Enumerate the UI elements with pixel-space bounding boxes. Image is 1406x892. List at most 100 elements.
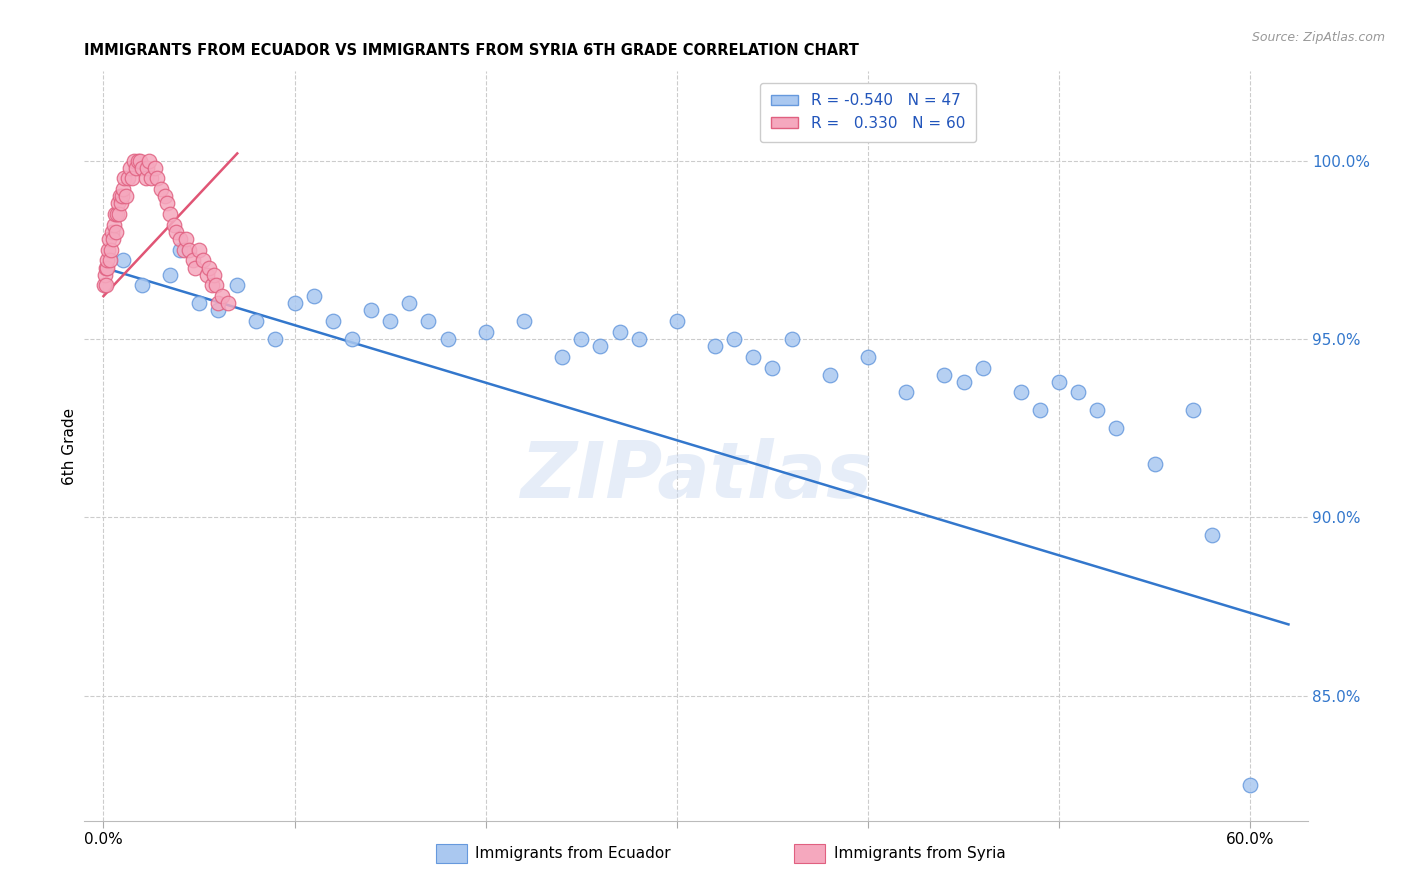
Point [188, 243, 211, 257]
Point [723, 332, 745, 346]
Point [474, 325, 496, 339]
Point [1010, 385, 1032, 400]
Point [122, 153, 145, 168]
Point [115, 189, 138, 203]
Point [165, 225, 187, 239]
Point [264, 332, 287, 346]
Point [105, 207, 128, 221]
Point [972, 360, 994, 375]
Point [159, 207, 181, 221]
Point [513, 314, 536, 328]
Point [226, 278, 249, 293]
Point [159, 268, 181, 282]
Point [101, 232, 124, 246]
Point [245, 314, 267, 328]
Point [195, 268, 218, 282]
Bar [436, 844, 467, 863]
Point [188, 296, 211, 310]
Point [149, 182, 172, 196]
Point [217, 296, 239, 310]
Point [111, 182, 134, 196]
Point [179, 243, 201, 257]
Point [418, 314, 440, 328]
Point [742, 350, 765, 364]
Point [1085, 403, 1108, 417]
Text: Immigrants from Syria: Immigrants from Syria [834, 847, 1005, 861]
Point [104, 225, 127, 239]
Point [163, 218, 186, 232]
Point [1029, 403, 1052, 417]
Point [340, 332, 363, 346]
Point [1105, 421, 1128, 435]
Point [117, 171, 139, 186]
Point [131, 161, 153, 175]
Point [380, 314, 402, 328]
Point [135, 171, 157, 186]
Point [1201, 528, 1223, 542]
Point [128, 153, 150, 168]
Point [103, 218, 125, 232]
Point [181, 253, 204, 268]
Point [97, 243, 120, 257]
Point [114, 171, 136, 186]
Point [125, 161, 148, 175]
Bar [794, 844, 825, 863]
Point [197, 260, 219, 275]
Point [169, 232, 191, 246]
Point [360, 303, 382, 318]
Point [205, 278, 228, 293]
Point [96, 278, 118, 293]
Point [207, 303, 229, 318]
Point [589, 339, 612, 353]
Y-axis label: 6th Grade: 6th Grade [62, 408, 77, 484]
Point [1181, 403, 1204, 417]
Point [780, 332, 803, 346]
Text: ZIPatlas: ZIPatlas [520, 438, 872, 514]
Point [1067, 385, 1090, 400]
Point [302, 289, 325, 303]
Point [173, 243, 195, 257]
Point [551, 350, 574, 364]
Point [856, 350, 879, 364]
Point [94, 268, 117, 282]
Point [96, 253, 118, 268]
Point [211, 289, 233, 303]
Point [127, 153, 149, 168]
Point [111, 253, 134, 268]
Point [143, 161, 166, 175]
Point [934, 368, 956, 382]
Point [1143, 457, 1166, 471]
Point [104, 207, 127, 221]
Point [436, 332, 458, 346]
Point [138, 153, 160, 168]
Point [201, 278, 224, 293]
Point [108, 189, 131, 203]
Point [98, 253, 121, 268]
Point [94, 260, 117, 275]
Point [704, 339, 727, 353]
Point [202, 268, 225, 282]
Point [569, 332, 592, 346]
Text: Immigrants from Ecuador: Immigrants from Ecuador [475, 847, 671, 861]
Point [107, 196, 129, 211]
Point [120, 161, 142, 175]
Point [146, 171, 169, 186]
Point [93, 278, 115, 293]
Point [136, 161, 159, 175]
Point [121, 171, 143, 186]
Point [761, 360, 783, 375]
Text: Source: ZipAtlas.com: Source: ZipAtlas.com [1251, 31, 1385, 45]
Point [896, 385, 918, 400]
Point [153, 189, 176, 203]
Point [96, 260, 118, 275]
Point [398, 296, 420, 310]
Point [207, 296, 229, 310]
Point [952, 375, 974, 389]
Point [665, 314, 688, 328]
Point [107, 207, 129, 221]
Point [174, 232, 197, 246]
Point [131, 278, 153, 293]
Point [111, 189, 134, 203]
Point [627, 332, 650, 346]
Point [1239, 778, 1261, 792]
